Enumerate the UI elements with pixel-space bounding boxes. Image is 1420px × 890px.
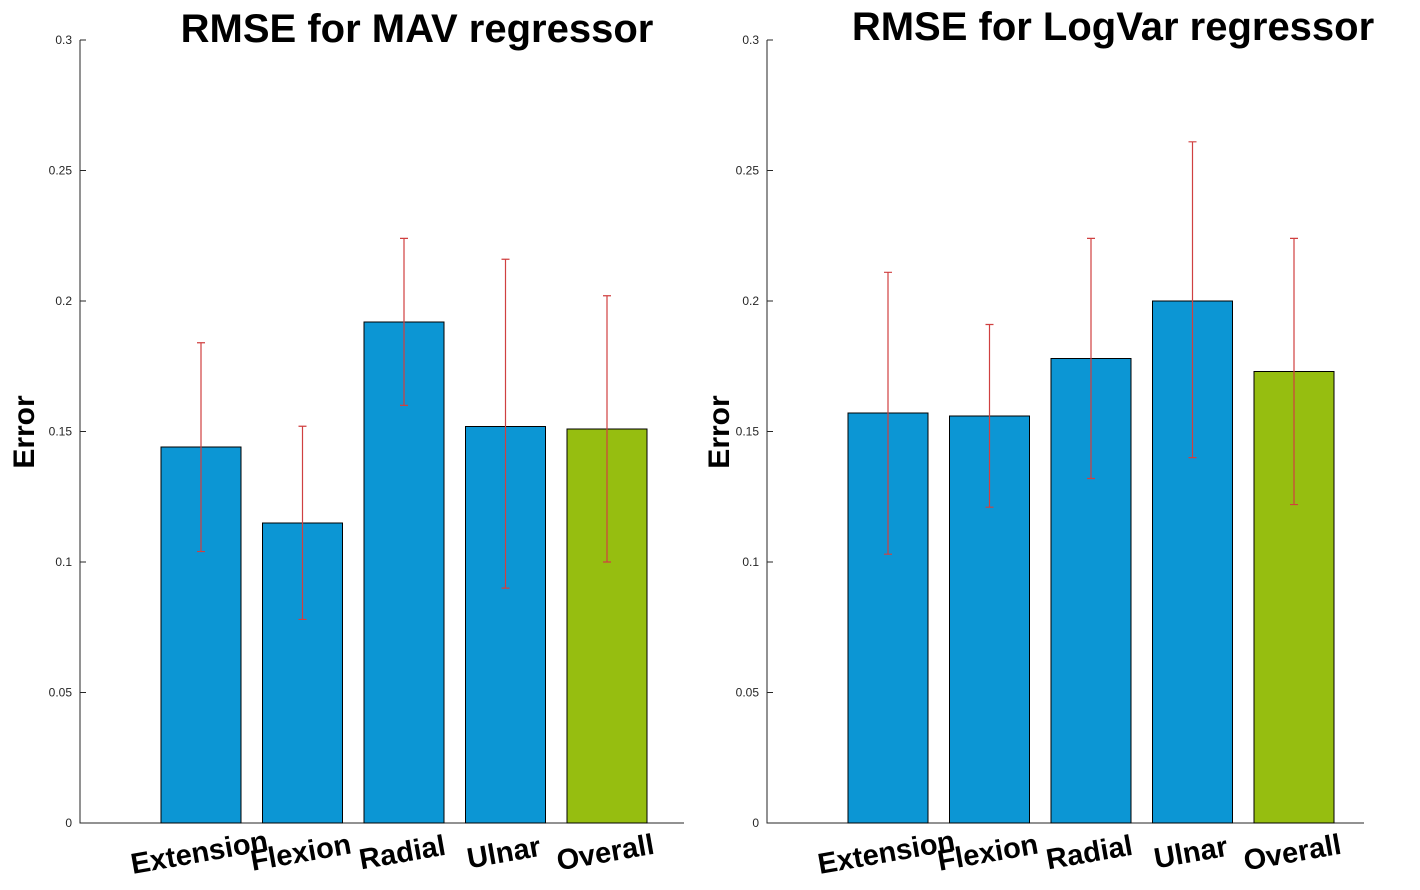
y-axis-label: Error	[8, 395, 41, 469]
y-tick-label: 0.1	[55, 555, 72, 569]
y-tick-label: 0.15	[49, 425, 73, 439]
error-bar-overall	[1290, 237, 1298, 506]
x-tick-label-overall: Overall	[554, 829, 656, 878]
error-bar-flexion	[298, 425, 307, 621]
y-tick-label: 0.15	[736, 425, 760, 439]
y-tick-label: 0	[65, 816, 72, 830]
error-bar-radial	[1087, 237, 1095, 480]
error-bar-extension	[884, 271, 892, 555]
error-bar-radial	[400, 237, 408, 406]
x-tick-label-radial: Radial	[1044, 830, 1135, 877]
error-bar-ulnar	[501, 258, 510, 589]
x-tick-label-ulnar: Ulnar	[465, 831, 544, 875]
chart-title: RMSE for LogVar regressor	[852, 5, 1374, 49]
x-tick-label-radial: Radial	[357, 830, 448, 877]
error-bar-overall	[603, 295, 611, 563]
error-bar-ulnar	[1188, 141, 1197, 459]
y-tick-label: 0.05	[736, 686, 760, 700]
y-tick-label: 0.2	[55, 294, 72, 308]
y-axis-label: Error	[703, 395, 736, 469]
y-tick-label: 0.3	[742, 33, 759, 47]
y-tick-label: 0.25	[49, 164, 73, 178]
chart-title: RMSE for MAV regressor	[181, 7, 654, 51]
y-tick-label: 0	[752, 816, 759, 830]
error-bar-extension	[197, 342, 205, 553]
y-tick-label: 0.1	[742, 555, 759, 569]
y-tick-label: 0.25	[736, 164, 760, 178]
y-tick-label: 0.05	[49, 686, 73, 700]
y-tick-label: 0.3	[55, 33, 72, 47]
x-tick-label-ulnar: Ulnar	[1152, 831, 1231, 875]
y-tick-label: 0.2	[742, 294, 759, 308]
x-tick-label-overall: Overall	[1241, 829, 1343, 878]
error-bar-flexion	[985, 323, 994, 508]
